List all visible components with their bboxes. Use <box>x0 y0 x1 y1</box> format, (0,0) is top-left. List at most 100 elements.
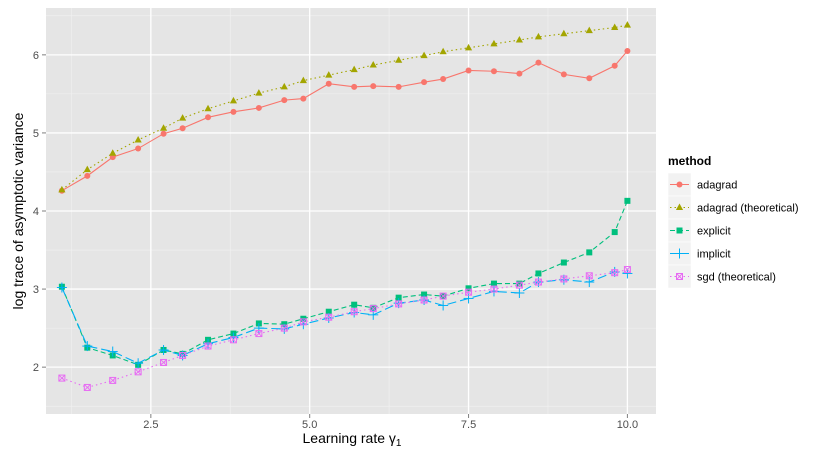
legend-item: implicit <box>667 241 731 266</box>
data-point <box>624 47 631 54</box>
data-point <box>205 114 212 121</box>
data-point <box>370 83 377 90</box>
data-point <box>325 308 332 315</box>
data-point <box>158 344 169 355</box>
data-point <box>369 60 377 68</box>
data-point <box>179 351 187 359</box>
major-gridlines <box>46 8 656 414</box>
data-point <box>299 76 307 84</box>
series-layer <box>56 21 633 391</box>
data-point <box>535 270 542 277</box>
data-point <box>585 272 593 280</box>
data-point <box>350 308 358 316</box>
data-point <box>325 313 333 321</box>
data-point <box>515 36 523 43</box>
data-point <box>107 346 118 357</box>
data-point <box>611 62 618 69</box>
legend: method adagrad adagrad (theoretical) expli… <box>667 154 799 289</box>
data-point <box>395 83 402 90</box>
data-point <box>255 89 263 96</box>
series-4 <box>58 266 631 391</box>
data-point <box>253 323 264 334</box>
data-point <box>159 124 168 131</box>
legend-item: adagrad (theoretical) <box>667 195 799 220</box>
data-point <box>623 21 632 28</box>
data-point <box>83 383 91 391</box>
data-point <box>179 114 187 121</box>
legend-item: sgd (theoretical) <box>667 264 776 289</box>
data-point <box>490 285 498 293</box>
y-axis-title: log trace of asymptotic variance <box>10 112 26 309</box>
data-point <box>395 294 402 301</box>
data-point <box>420 51 428 59</box>
series-1 <box>58 21 632 193</box>
data-point <box>230 108 237 115</box>
data-point <box>300 95 307 102</box>
data-point <box>255 330 263 338</box>
data-point <box>438 300 449 311</box>
data-point <box>421 79 428 86</box>
data-point <box>624 197 631 204</box>
data-point <box>351 83 358 90</box>
data-point <box>255 104 262 111</box>
data-point <box>611 229 618 236</box>
data-point <box>560 71 567 78</box>
legend-label: sgd (theoretical) <box>697 272 776 284</box>
data-point <box>58 374 66 382</box>
x-tick-label: 5.0 <box>302 419 317 431</box>
data-point <box>439 292 447 300</box>
data-point <box>56 282 67 293</box>
data-point <box>351 301 358 308</box>
data-point <box>560 29 568 37</box>
legend-label: explicit <box>697 226 731 238</box>
legend-key-marker <box>676 273 683 280</box>
legend-key-marker <box>674 248 685 259</box>
data-point <box>84 172 91 179</box>
data-point <box>420 296 428 304</box>
x-tick-label: 7.5 <box>461 419 476 431</box>
data-point <box>135 145 142 152</box>
data-point <box>586 249 593 256</box>
data-point <box>534 278 542 286</box>
data-point <box>440 76 447 83</box>
data-point <box>585 26 593 34</box>
data-point <box>350 65 358 73</box>
data-point <box>534 32 543 40</box>
data-point <box>280 324 288 332</box>
data-point <box>586 75 593 82</box>
data-point <box>490 39 498 47</box>
data-point <box>160 130 167 137</box>
data-point <box>160 358 168 366</box>
data-point <box>325 80 332 87</box>
data-point <box>280 82 288 90</box>
data-point <box>229 336 237 344</box>
data-point <box>204 342 212 350</box>
y-tick-label: 6 <box>33 50 39 62</box>
data-point <box>465 67 472 74</box>
legend-key-marker <box>676 181 683 188</box>
legend-label: adagrad (theoretical) <box>697 203 799 215</box>
legend-title: method <box>668 154 711 168</box>
data-point <box>560 275 568 283</box>
data-point <box>134 368 142 376</box>
data-point <box>514 287 525 298</box>
data-point <box>299 318 307 326</box>
data-point <box>490 280 497 287</box>
data-point <box>369 305 377 313</box>
data-point <box>516 280 523 287</box>
data-point <box>179 125 186 132</box>
data-point <box>516 70 523 77</box>
data-point <box>134 135 142 143</box>
x-axis-label: Learning rate <box>303 430 386 446</box>
y-tick-label: 3 <box>33 284 39 296</box>
x-axis-subscript: 1 <box>396 438 402 449</box>
x-axis-symbol: γ <box>389 430 396 446</box>
x-tick-label: 10.0 <box>617 419 638 431</box>
data-point <box>560 259 567 266</box>
data-point <box>229 96 238 104</box>
data-point <box>395 300 403 308</box>
data-point <box>204 104 212 112</box>
y-tick-label: 4 <box>33 206 39 218</box>
legend-label: implicit <box>697 249 731 261</box>
